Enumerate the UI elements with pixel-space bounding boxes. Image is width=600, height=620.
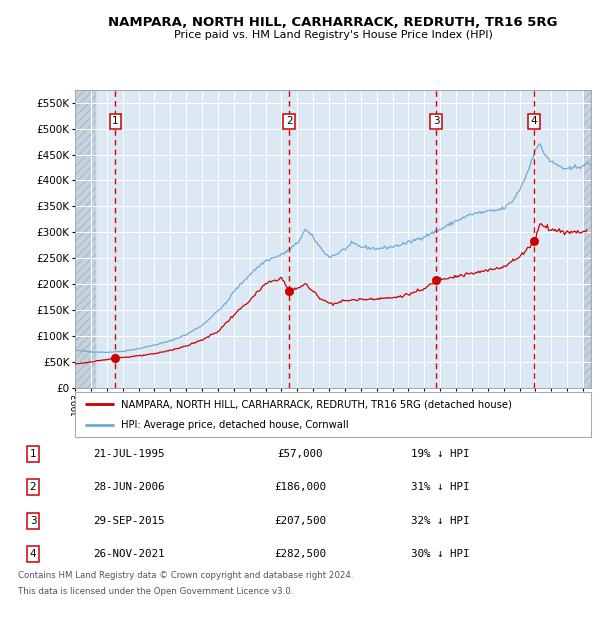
Text: This data is licensed under the Open Government Licence v3.0.: This data is licensed under the Open Gov… (18, 587, 293, 596)
Text: 2: 2 (286, 116, 292, 126)
Text: NAMPARA, NORTH HILL, CARHARRACK, REDRUTH, TR16 5RG (detached house): NAMPARA, NORTH HILL, CARHARRACK, REDRUTH… (121, 399, 512, 409)
Text: 3: 3 (433, 116, 440, 126)
Text: 4: 4 (530, 116, 538, 126)
Text: 1: 1 (112, 116, 119, 126)
Text: £282,500: £282,500 (274, 549, 326, 559)
Text: 30% ↓ HPI: 30% ↓ HPI (411, 549, 470, 559)
Text: Price paid vs. HM Land Registry's House Price Index (HPI): Price paid vs. HM Land Registry's House … (173, 30, 493, 40)
Text: Contains HM Land Registry data © Crown copyright and database right 2024.: Contains HM Land Registry data © Crown c… (18, 571, 353, 580)
Text: 28-JUN-2006: 28-JUN-2006 (93, 482, 164, 492)
Text: £186,000: £186,000 (274, 482, 326, 492)
Text: 2: 2 (29, 482, 37, 492)
FancyBboxPatch shape (75, 392, 591, 437)
Text: 19% ↓ HPI: 19% ↓ HPI (411, 449, 470, 459)
Text: £207,500: £207,500 (274, 516, 326, 526)
Text: 21-JUL-1995: 21-JUL-1995 (93, 449, 164, 459)
Text: 4: 4 (29, 549, 37, 559)
Text: 32% ↓ HPI: 32% ↓ HPI (411, 516, 470, 526)
Text: £57,000: £57,000 (277, 449, 323, 459)
Bar (75, 90, 95, 387)
Text: 31% ↓ HPI: 31% ↓ HPI (411, 482, 470, 492)
Text: 1: 1 (29, 449, 37, 459)
Text: HPI: Average price, detached house, Cornwall: HPI: Average price, detached house, Corn… (121, 420, 349, 430)
Bar (584, 90, 591, 387)
Text: 29-SEP-2015: 29-SEP-2015 (93, 516, 164, 526)
Text: 3: 3 (29, 516, 37, 526)
Text: NAMPARA, NORTH HILL, CARHARRACK, REDRUTH, TR16 5RG: NAMPARA, NORTH HILL, CARHARRACK, REDRUTH… (108, 16, 558, 29)
Text: 26-NOV-2021: 26-NOV-2021 (93, 549, 164, 559)
